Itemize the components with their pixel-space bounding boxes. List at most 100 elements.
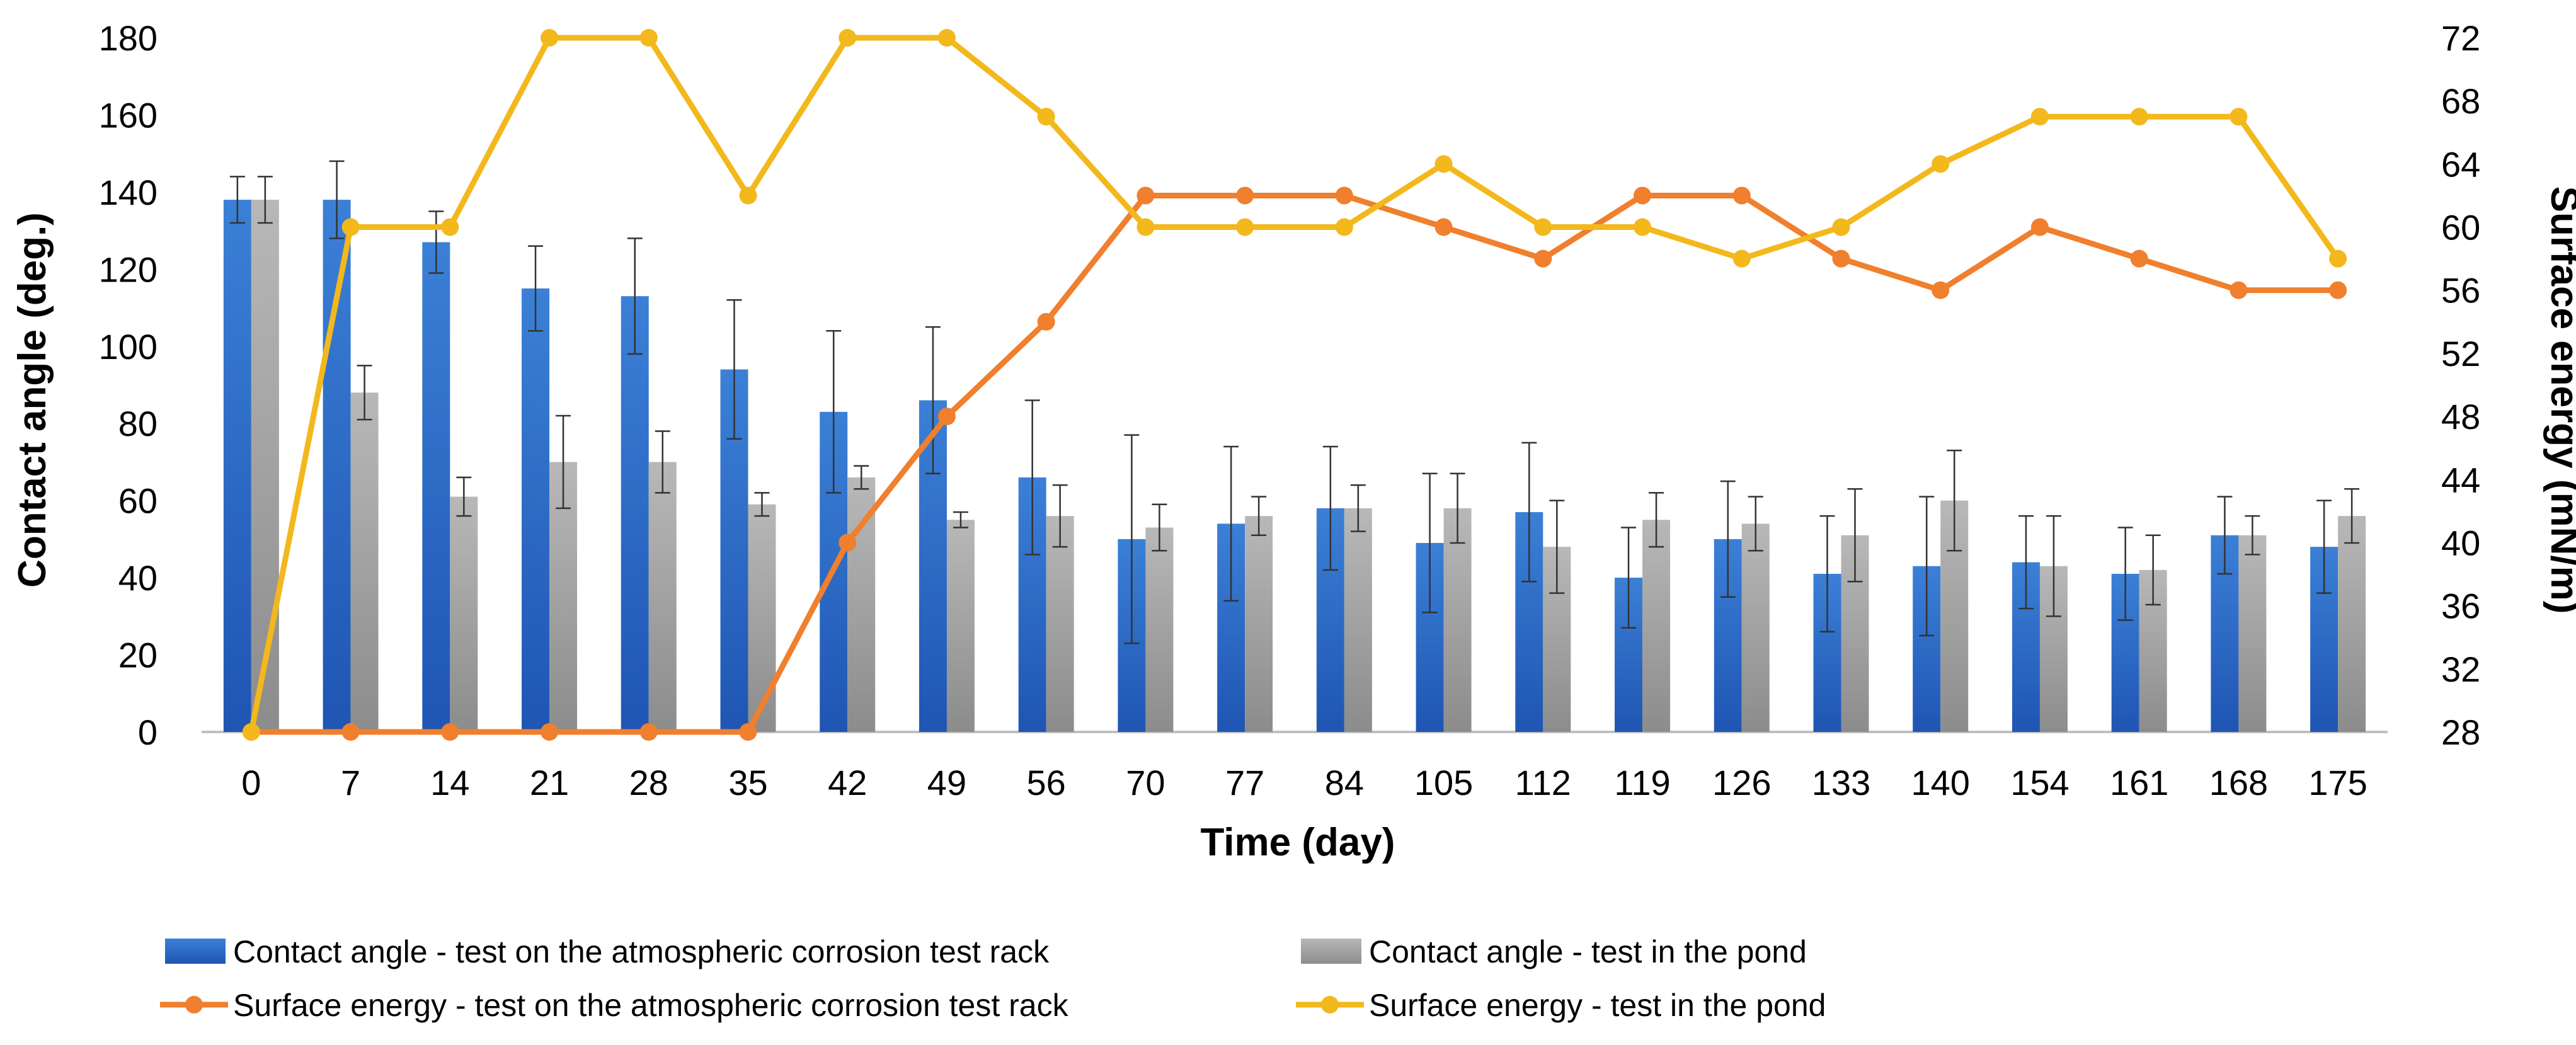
data-point: [639, 723, 658, 741]
bar: [1046, 516, 1074, 732]
data-point: [2329, 249, 2347, 268]
bar: [251, 200, 279, 733]
bars: [223, 200, 2366, 733]
y2-tick-label: 28: [2441, 712, 2480, 752]
data-point: [1236, 186, 1254, 205]
data-point: [2130, 249, 2148, 268]
axis-titles: Contact angle (deg.) Surface energy (mN/…: [11, 186, 2576, 864]
data-point: [441, 218, 459, 236]
data-point: [739, 723, 757, 741]
data-point: [1335, 218, 1353, 236]
bar: [847, 477, 876, 732]
data-point: [1037, 108, 1055, 126]
y-tick-label: 140: [99, 173, 157, 212]
data-point: [341, 218, 360, 236]
data-point: [1732, 186, 1751, 205]
bar: [323, 200, 351, 733]
legend-swatch: [1301, 939, 1361, 964]
data-point: [2030, 218, 2049, 236]
data-point: [1136, 186, 1155, 205]
series-line: [248, 35, 2340, 733]
lines: [242, 29, 2347, 741]
legend-label: Surface energy - test in the pond: [1369, 988, 1826, 1023]
data-point: [2030, 108, 2049, 126]
x-tick-label: 70: [1126, 763, 1165, 802]
x-tick-label: 84: [1325, 763, 1364, 802]
data-point: [2130, 108, 2148, 126]
data-point: [1037, 312, 1055, 331]
data-point: [541, 723, 559, 741]
bar: [223, 200, 251, 733]
bar: [1145, 527, 1174, 732]
x-tick-label: 112: [1515, 763, 1571, 802]
y-axis-title: Contact angle (deg.): [11, 212, 54, 588]
x-tick-label: 133: [1812, 763, 1870, 802]
data-point: [1634, 218, 1652, 236]
bar: [648, 462, 677, 732]
x-tick-label: 154: [2010, 763, 2069, 802]
y2-tick-label: 36: [2441, 586, 2480, 626]
bar: [2238, 535, 2267, 732]
x-tick-label: 105: [1414, 763, 1473, 802]
y2-tick-label: 40: [2441, 523, 2480, 562]
data-point: [2230, 108, 2248, 126]
y-axis-ticks: 0 20 40 60 80 100 120 140 160 180: [99, 18, 157, 752]
data-point: [639, 29, 658, 47]
x-tick-label: 140: [1911, 763, 1970, 802]
data-point: [1136, 218, 1155, 236]
y2-tick-label: 44: [2441, 460, 2480, 500]
bar: [621, 296, 649, 732]
data-point: [1534, 218, 1552, 236]
data-point: [1534, 249, 1552, 268]
data-point: [1335, 186, 1353, 205]
y-tick-label: 100: [99, 327, 157, 367]
legend-marker: [1321, 996, 1339, 1014]
y-tick-label: 0: [138, 712, 157, 752]
y2-tick-label: 52: [2441, 334, 2480, 374]
y2-axis-ticks: 28 32 36 40 44 48 52 56 60 64 68 72: [2441, 18, 2480, 752]
y2-tick-label: 72: [2441, 18, 2480, 58]
y-tick-label: 180: [99, 18, 157, 58]
x-tick-label: 28: [629, 763, 668, 802]
x-tick-label: 168: [2209, 763, 2268, 802]
data-point: [1832, 249, 1850, 268]
data-point: [541, 29, 559, 47]
x-tick-label: 77: [1225, 763, 1264, 802]
bar: [522, 288, 550, 732]
data-point: [1932, 281, 1950, 299]
y2-tick-label: 68: [2441, 81, 2480, 121]
x-tick-label: 119: [1614, 763, 1670, 802]
y-tick-label: 40: [118, 558, 157, 598]
legend-label: Surface energy - test on the atmospheric…: [233, 988, 1069, 1023]
bar: [946, 520, 975, 732]
data-point: [1832, 218, 1850, 236]
legend-swatch: [165, 939, 226, 964]
data-point: [937, 408, 956, 426]
x-tick-label: 0: [241, 763, 261, 802]
x-axis-title: Time (day): [1201, 821, 1395, 864]
bar: [748, 504, 776, 732]
legend-label: Contact angle - test on the atmospheric …: [233, 934, 1050, 969]
data-point: [441, 723, 459, 741]
data-point: [2230, 281, 2248, 299]
bar: [350, 392, 379, 732]
y2-tick-label: 48: [2441, 397, 2480, 437]
y-tick-label: 120: [99, 249, 157, 289]
x-tick-label: 14: [430, 763, 469, 802]
x-tick-label: 161: [2110, 763, 2168, 802]
x-tick-label: 49: [927, 763, 966, 802]
bar: [450, 496, 478, 732]
x-axis-ticks: 0 7 14 21 28 35 42 49 56 70 77 84 105 112 119 126 133 140…: [241, 763, 2367, 802]
y-tick-label: 60: [118, 481, 157, 521]
data-point: [839, 534, 857, 552]
error-bars: [229, 160, 2360, 644]
data-point: [242, 723, 260, 741]
y2-axis-title: Surface energy (mN/m): [2543, 186, 2576, 614]
legend-marker: [185, 996, 203, 1014]
x-tick-label: 175: [2308, 763, 2367, 802]
x-tick-label: 35: [728, 763, 767, 802]
x-tick-label: 56: [1027, 763, 1066, 802]
bar: [2338, 516, 2366, 732]
bar: [1344, 508, 1372, 732]
legend-label: Contact angle - test in the pond: [1369, 934, 1807, 969]
